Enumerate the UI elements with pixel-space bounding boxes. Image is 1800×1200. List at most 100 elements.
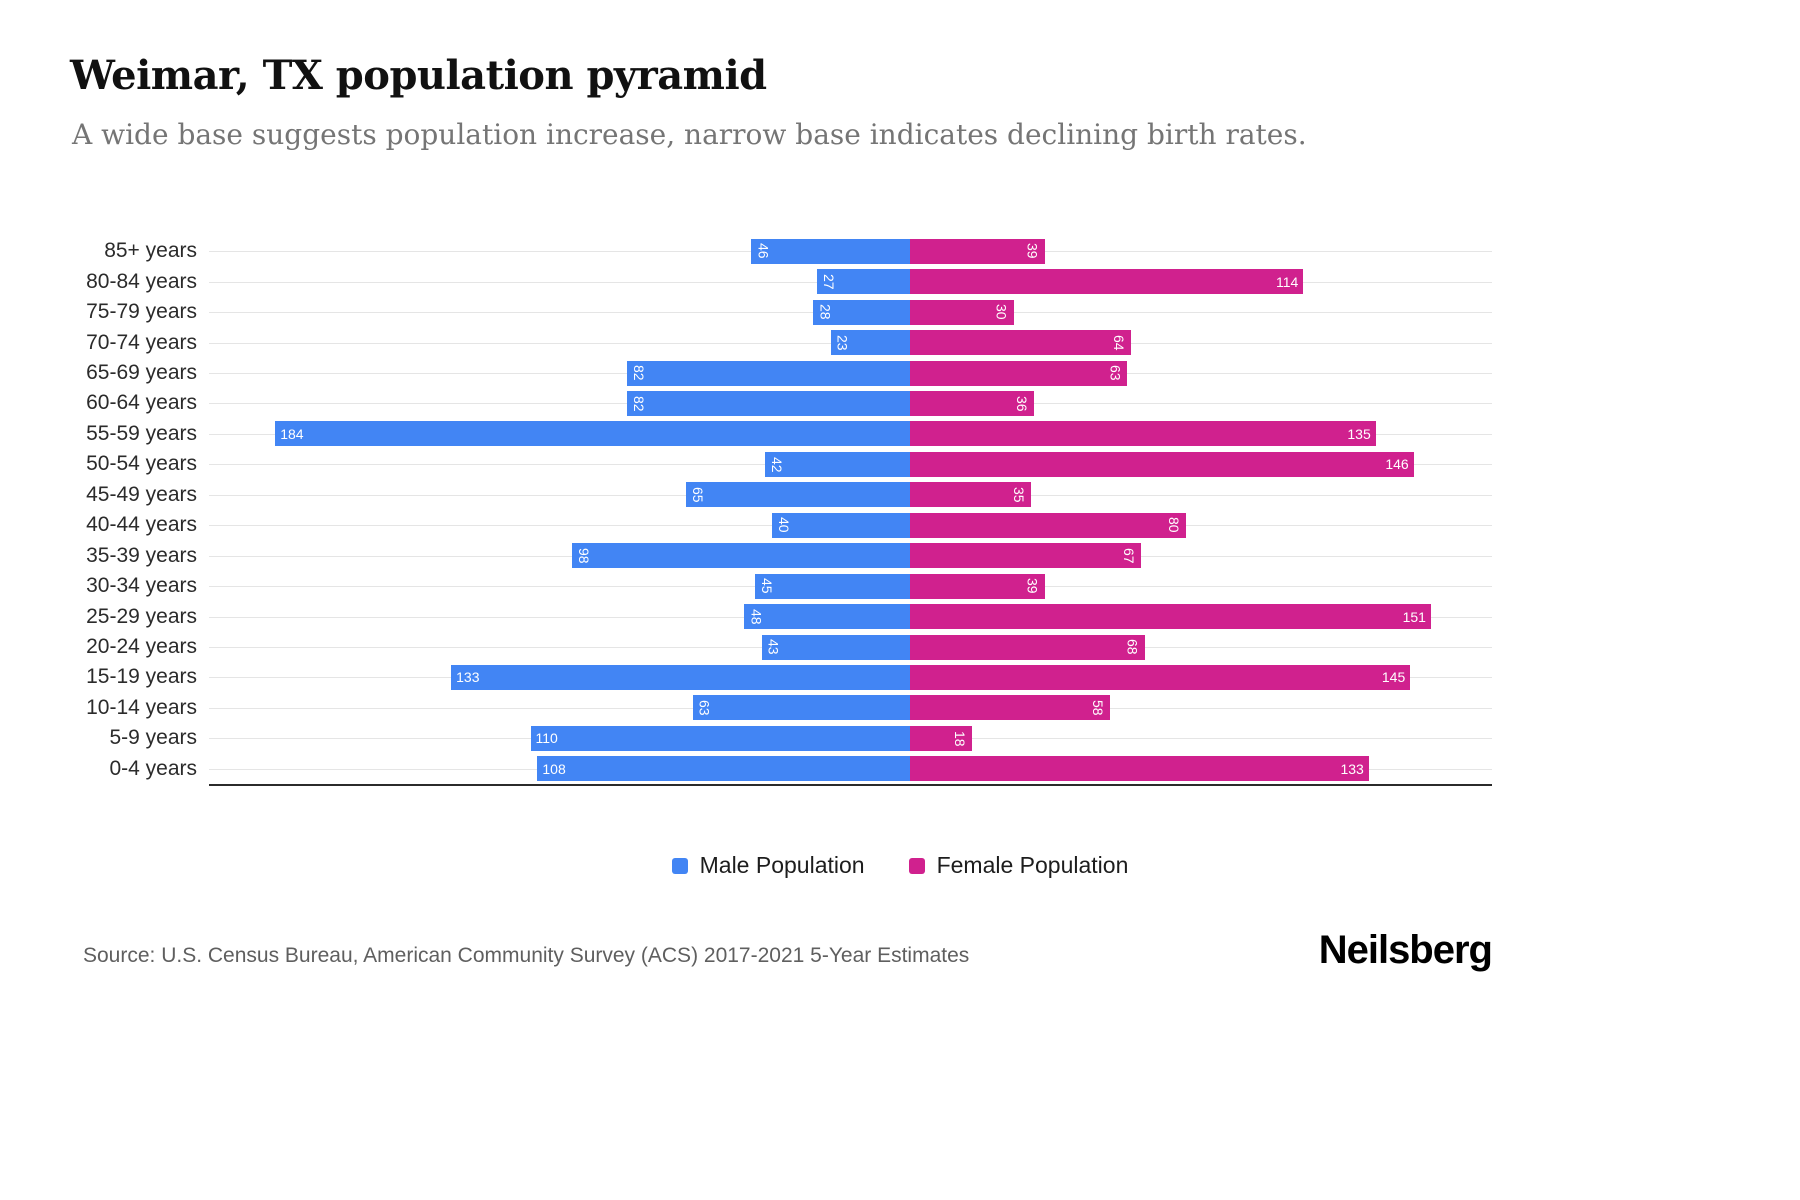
male-bar: 65 [685,482,910,508]
male-bar: 98 [571,543,910,569]
female-bar: 145 [910,664,1411,690]
male-bar: 45 [754,573,910,599]
female-legend-swatch [908,857,925,874]
male-bar: 43 [761,634,910,660]
age-group-label: 30-34 years [86,574,197,598]
bar-value-label: 114 [1275,273,1299,290]
bar-value-label: 18 [952,730,969,747]
bar-value-label: 64 [1110,334,1127,351]
female-bar: 39 [910,573,1045,599]
bar-value-label: 82 [631,395,648,412]
bar-value-label: 135 [1347,425,1371,442]
bar-value-label: 40 [776,517,792,533]
male-bar: 46 [751,238,910,264]
female-bar: 30 [910,299,1014,325]
bar-value-label: 133 [456,669,480,686]
bar-value-label: 43 [765,639,782,655]
female-bar: 64 [910,330,1131,356]
bar-value-label: 151 [1402,608,1426,625]
bar-value-label: 30 [993,304,1010,320]
age-group-label: 70-74 years [86,330,197,354]
bar-value-label: 68 [1124,639,1141,655]
legend: Male Population Female Population [0,852,1800,879]
bar-value-label: 46 [755,243,772,259]
male-bar: 63 [692,695,910,721]
age-group-label: 35-39 years [86,543,197,567]
age-group-label: 45-49 years [86,482,197,506]
age-group-label: 40-44 years [86,513,197,537]
female-bar: 36 [910,390,1035,416]
bar-value-label: 184 [280,425,304,442]
y-axis-labels: 85+ years 80-84 years 75-79 years 70-74 yea… [0,236,199,784]
male-bar: 133 [451,664,910,690]
bar-value-label: 45 [758,578,775,594]
chart-subtitle: A wide base suggests population increase… [72,118,1307,151]
source-attribution: Source: U.S. Census Bureau, American Com… [83,944,970,967]
bar-value-label: 39 [1024,578,1041,594]
age-group-label: 0-4 years [109,756,197,780]
age-group-label: 55-59 years [86,421,197,445]
bar-value-label: 98 [575,547,592,564]
male-bar: 27 [816,269,910,295]
female-bar: 18 [910,725,973,751]
female-bar: 135 [910,421,1376,447]
age-group-label: 80-84 years [86,269,197,293]
age-group-label: 15-19 years [86,665,197,689]
male-bar: 40 [772,512,910,538]
male-bar: 48 [744,604,910,630]
bar-value-label: 58 [1090,700,1107,716]
female-bar: 146 [910,451,1414,477]
female-bar: 67 [910,543,1142,569]
male-legend-swatch [671,857,688,874]
age-group-label: 20-24 years [86,634,197,658]
bar-value-label: 42 [769,456,786,473]
age-group-label: 10-14 years [86,695,197,719]
neilsberg-logo: Neilsberg [1318,928,1493,972]
bar-value-label: 63 [1107,365,1124,381]
female-bar: 68 [910,634,1145,660]
male-bar: 23 [830,330,910,356]
bar-value-label: 35 [1010,486,1027,503]
bar-value-label: 48 [748,608,765,625]
bar-value-label: 82 [631,365,648,381]
bar-value-label: 145 [1381,669,1406,686]
male-bar: 82 [627,390,910,416]
male-bar: 184 [275,421,910,447]
bar-value-label: 108 [542,760,566,777]
bar-value-label: 65 [689,486,706,503]
legend-item-female: Female Population [908,852,1129,879]
age-group-label: 50-54 years [86,452,197,476]
female-bar: 39 [910,238,1045,264]
male-bar: 28 [813,299,910,325]
legend-item-male: Male Population [671,852,865,879]
male-legend-label: Male Population [699,852,865,878]
female-bar: 35 [910,482,1031,508]
male-bar: 110 [530,725,910,751]
female-legend-label: Female Population [936,852,1129,878]
female-bar: 114 [910,269,1304,295]
female-bar: 133 [910,756,1369,782]
age-group-label: 5-9 years [109,726,197,750]
chart-title: Weimar, TX population pyramid [70,52,767,99]
bar-value-label: 133 [1340,760,1364,777]
bar-value-label: 36 [1014,395,1031,412]
bar-value-label: 23 [834,334,851,351]
male-bar: 108 [537,756,910,782]
age-group-label: 65-69 years [86,360,197,384]
x-axis-line [209,784,1492,786]
female-bar: 151 [910,604,1431,630]
age-group-label: 60-64 years [86,391,197,415]
female-bar: 58 [910,695,1111,721]
bar-value-label: 110 [535,730,558,747]
age-group-label: 25-29 years [86,604,197,628]
population-pyramid-chart: 85+ years 80-84 years 75-79 years 70-74 yea… [0,236,1800,786]
bar-value-label: 28 [817,304,834,320]
age-group-label: 75-79 years [86,300,197,324]
female-bar: 80 [910,512,1186,538]
bar-value-label: 146 [1385,456,1409,473]
bar-value-label: 80 [1166,517,1182,533]
bar-value-label: 27 [820,273,837,290]
bar-value-label: 67 [1121,547,1138,564]
age-group-label: 85+ years [104,239,197,263]
